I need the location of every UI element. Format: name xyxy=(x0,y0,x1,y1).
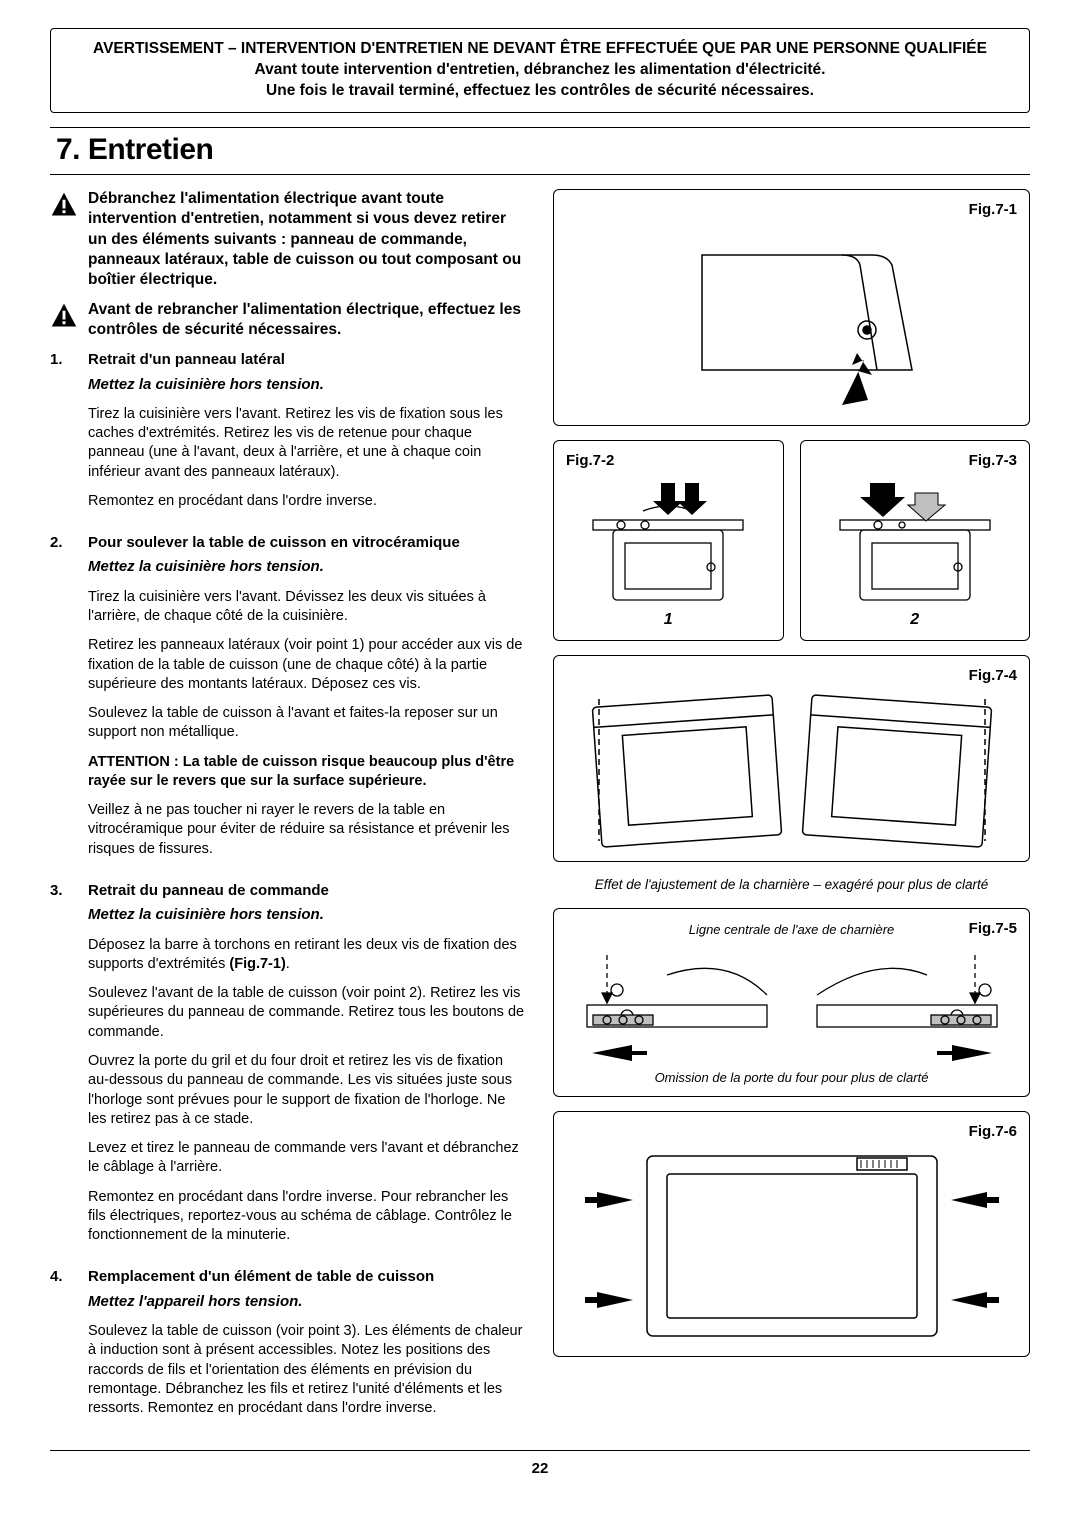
section-title: 7. Entretien xyxy=(50,127,1030,176)
numbered-procedure-list: 1. Retrait d'un panneau latéral Mettez la … xyxy=(50,350,527,1428)
figure-label: Fig.7-3 xyxy=(813,451,1018,471)
warning-line-2: Avant toute intervention d'entretien, dé… xyxy=(69,60,1011,81)
list-item: 2. Pour soulever la table de cuisson en v… xyxy=(50,533,527,869)
warning-line-1: AVERTISSEMENT – INTERVENTION D'ENTRETIEN… xyxy=(69,39,1011,60)
item-number: 2. xyxy=(50,533,74,869)
figure-label: Fig.7-4 xyxy=(566,666,1017,686)
item-paragraph: Tirez la cuisinière vers l'avant. Retire… xyxy=(88,405,527,482)
list-item: 4. Remplacement d'un élément de table de … xyxy=(50,1267,527,1428)
item-body: Pour soulever la table de cuisson en vit… xyxy=(88,533,527,869)
item-subheading: Mettez la cuisinière hors tension. xyxy=(88,375,527,395)
figure-7-3-panel-number: 2 xyxy=(813,609,1018,631)
item-number: 4. xyxy=(50,1267,74,1428)
caution-text-2: Avant de rebrancher l'alimentation élect… xyxy=(88,300,527,340)
item-paragraph: ATTENTION : La table de cuisson risque b… xyxy=(88,753,527,792)
caution-text-1: Débranchez l'alimentation électrique ava… xyxy=(88,189,527,290)
item-subheading: Mettez la cuisinière hors tension. xyxy=(88,557,527,577)
figure-7-4-caption: Effet de l'ajustement de la charnière – … xyxy=(553,876,1030,894)
list-item: 3. Retrait du panneau de commande Mettez l… xyxy=(50,881,527,1255)
figure-7-2-panel-number: 1 xyxy=(566,609,771,631)
item-heading: Retrait du panneau de commande xyxy=(88,881,527,901)
warning-triangle-icon xyxy=(50,302,78,330)
item-body: Retrait d'un panneau latéral Mettez la cu… xyxy=(88,350,527,521)
figure-7-5: Fig.7-5 Ligne centrale de l'axe de charn… xyxy=(553,908,1030,1097)
warning-banner: AVERTISSEMENT – INTERVENTION D'ENTRETIEN… xyxy=(50,28,1030,113)
item-paragraph: Levez et tirez le panneau de commande ve… xyxy=(88,1139,527,1178)
figure-7-5-diagram xyxy=(577,945,1007,1065)
figure-7-5-bottom-note: Omission de la porte du four pour plus d… xyxy=(566,1069,1017,1087)
item-number: 1. xyxy=(50,350,74,521)
item-heading: Pour soulever la table de cuisson en vit… xyxy=(88,533,527,553)
warning-line-3: Une fois le travail terminé, effectuez l… xyxy=(69,81,1011,102)
figure-7-1: Fig.7-1 xyxy=(553,189,1030,425)
item-paragraph: Déposez la barre à torchons en retirant … xyxy=(88,936,527,975)
item-body: Remplacement d'un élément de table de cu… xyxy=(88,1267,527,1428)
item-heading: Remplacement d'un élément de table de cu… xyxy=(88,1267,527,1287)
item-paragraph: Remontez en procédant dans l'ordre inver… xyxy=(88,1188,527,1246)
item-paragraph: Remontez en procédant dans l'ordre inver… xyxy=(88,492,527,511)
figure-7-4-diagram xyxy=(577,691,1007,851)
caution-block-2: Avant de rebrancher l'alimentation élect… xyxy=(50,300,527,340)
item-paragraph: Veillez à ne pas toucher ni rayer le rev… xyxy=(88,801,527,859)
left-column: Débranchez l'alimentation électrique ava… xyxy=(50,189,527,1440)
warning-triangle-icon xyxy=(50,191,78,219)
item-paragraph: Tirez la cuisinière vers l'avant. Déviss… xyxy=(88,588,527,627)
figure-label: Fig.7-6 xyxy=(566,1122,1017,1142)
item-paragraph: Soulevez la table de cuisson (voir point… xyxy=(88,1322,527,1418)
figure-label: Fig.7-2 xyxy=(566,451,771,471)
figure-7-6-diagram xyxy=(577,1146,1007,1346)
item-paragraph: Ouvrez la porte du gril et du four droit… xyxy=(88,1052,527,1129)
item-subheading: Mettez la cuisinière hors tension. xyxy=(88,905,527,925)
figure-7-5-top-note: Ligne centrale de l'axe de charnière xyxy=(566,921,1017,939)
figure-7-3: Fig.7-3 2 xyxy=(800,440,1031,642)
figure-7-6: Fig.7-6 xyxy=(553,1111,1030,1357)
caution-block-1: Débranchez l'alimentation électrique ava… xyxy=(50,189,527,290)
page-number: 22 xyxy=(50,1450,1030,1479)
list-item: 1. Retrait d'un panneau latéral Mettez la … xyxy=(50,350,527,521)
figure-7-2: Fig.7-2 1 xyxy=(553,440,784,642)
figure-7-1-diagram xyxy=(642,225,942,415)
figure-label: Fig.7-1 xyxy=(566,200,1017,220)
item-paragraph: Retirez les panneaux latéraux (voir poin… xyxy=(88,636,527,694)
figure-7-2-diagram xyxy=(573,475,763,615)
item-body: Retrait du panneau de commande Mettez la … xyxy=(88,881,527,1255)
item-paragraph: Soulevez la table de cuisson à l'avant e… xyxy=(88,704,527,743)
figure-7-4: Fig.7-4 xyxy=(553,655,1030,861)
item-subheading: Mettez l'appareil hors tension. xyxy=(88,1292,527,1312)
figure-7-3-diagram xyxy=(820,475,1010,615)
item-number: 3. xyxy=(50,881,74,1255)
item-paragraph: Soulevez l'avant de la table de cuisson … xyxy=(88,984,527,1042)
right-column: Fig.7-1 Fig.7-2 xyxy=(553,189,1030,1440)
item-heading: Retrait d'un panneau latéral xyxy=(88,350,527,370)
